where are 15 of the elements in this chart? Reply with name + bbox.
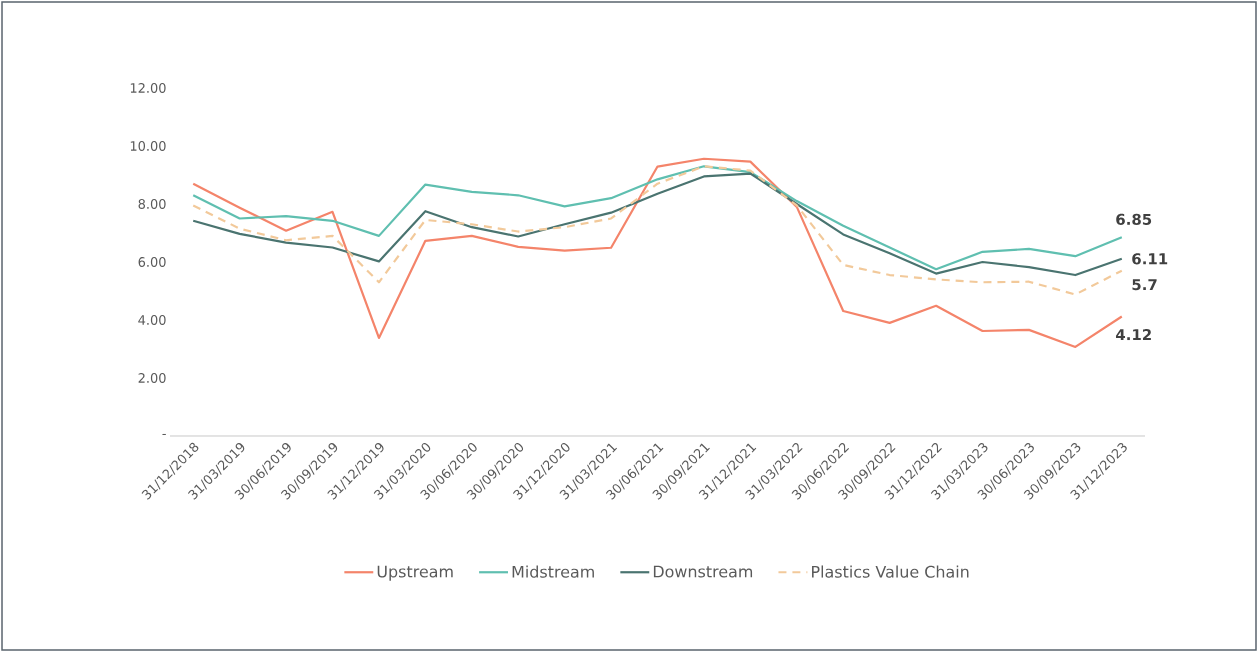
legend-label: Downstream	[653, 565, 753, 578]
y-tick-label: -	[162, 433, 166, 435]
y-tick-label: 10.00	[130, 141, 166, 151]
legend-label: Upstream	[377, 565, 453, 581]
y-tick-label: 12.00	[130, 83, 166, 93]
y-tick-label: 4.00	[138, 315, 166, 325]
data-label: 6.85	[1116, 213, 1152, 225]
data-label: 6.11	[1132, 253, 1168, 265]
legend-label: Plastics Value Chain	[812, 565, 969, 578]
y-tick-label: 2.00	[138, 373, 166, 383]
y-tick-label: 6.00	[138, 257, 166, 267]
legend-label: Midstream	[512, 565, 594, 578]
data-label: 5.7	[1132, 279, 1157, 291]
y-tick-label: 8.00	[138, 199, 166, 209]
data-label: 4.12	[1115, 328, 1151, 341]
